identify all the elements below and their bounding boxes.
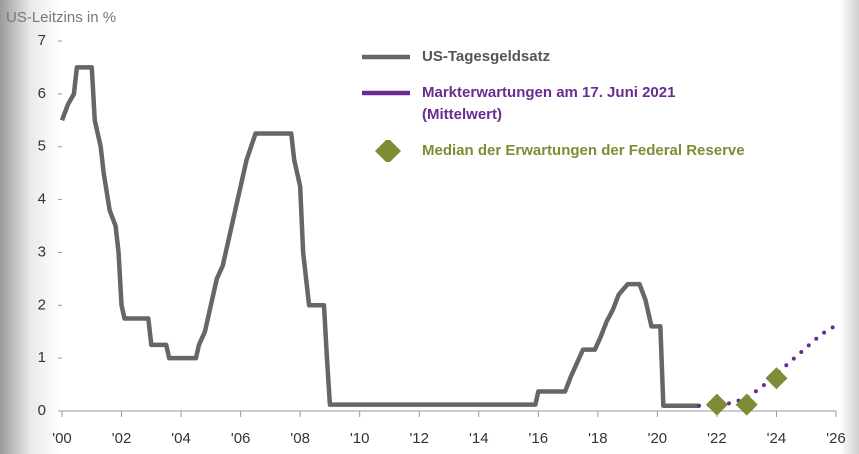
- x-tick-label: '06: [231, 430, 251, 447]
- y-tick-label: 2: [38, 296, 46, 313]
- legend-label: Markterwartungen am 17. Juni 2021 (Mitte…: [422, 84, 676, 123]
- x-tick-label: '14: [469, 430, 489, 447]
- series-line: [697, 323, 838, 408]
- y-tick-label: 5: [38, 138, 46, 155]
- y-axis-label: US-Leitzins in %: [6, 9, 116, 26]
- y-tick-label: 3: [38, 243, 46, 260]
- diamond-marker: [735, 393, 758, 416]
- x-tick-label: '02: [112, 430, 132, 447]
- y-tick-label: 7: [38, 32, 46, 49]
- y-tick-label: 1: [38, 349, 46, 366]
- legend-item: Markterwartungen am 17. Juni 2021 (Mitte…: [360, 82, 850, 126]
- legend-swatch: [362, 54, 410, 60]
- x-tick-label: '20: [648, 430, 668, 447]
- legend-label: US-Tagesgeldsatz: [422, 48, 551, 65]
- series-line: [59, 65, 700, 408]
- y-tick-label: 6: [38, 85, 46, 102]
- x-tick-label: '24: [767, 430, 787, 447]
- legend: US-Tagesgeldsatz Markterwartungen am 17. …: [360, 46, 850, 176]
- y-tick-label: 4: [38, 191, 46, 208]
- y-tick-label: 0: [38, 402, 46, 419]
- x-tick-label: '00: [52, 430, 72, 447]
- legend-swatch: [362, 90, 410, 96]
- legend-swatch: [375, 140, 401, 162]
- x-tick-label: '10: [350, 430, 370, 447]
- x-tick-label: '12: [409, 430, 429, 447]
- x-tick-label: '26: [826, 430, 846, 447]
- legend-diamond: [375, 140, 401, 162]
- legend-item: Median der Erwartungen der Federal Reser…: [360, 140, 850, 162]
- diamond-marker: [765, 367, 788, 390]
- x-tick-label: '16: [529, 430, 549, 447]
- x-tick-label: '22: [707, 430, 727, 447]
- x-tick-label: '18: [588, 430, 608, 447]
- legend-label: Median der Erwartungen der Federal Reser…: [422, 142, 745, 159]
- x-tick-label: '08: [290, 430, 310, 447]
- x-tick-label: '04: [171, 430, 191, 447]
- diamond-marker: [705, 393, 728, 416]
- legend-item: US-Tagesgeldsatz: [360, 46, 850, 68]
